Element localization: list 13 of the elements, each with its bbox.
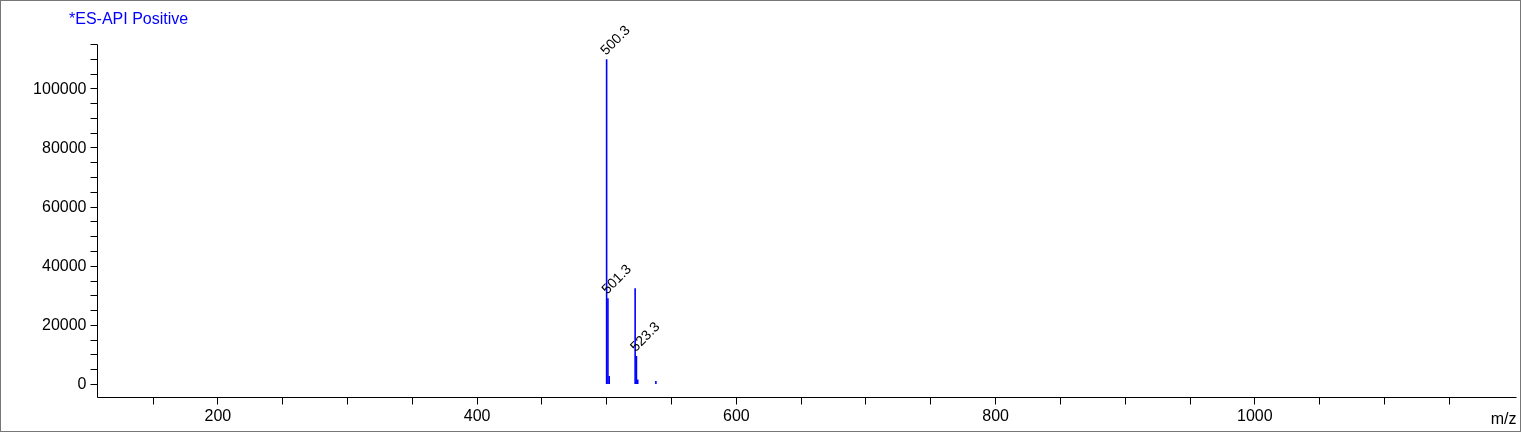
y-tick-label: 100000 xyxy=(33,79,87,97)
x-tick-label: 600 xyxy=(723,406,750,424)
y-tick-label: 20000 xyxy=(42,316,87,334)
x-tick-label: 800 xyxy=(982,406,1010,424)
y-tick-label: 40000 xyxy=(42,257,87,275)
x-axis-title: m/z xyxy=(1490,409,1517,427)
x-tick-label: 200 xyxy=(204,406,232,424)
y-tick-label: 60000 xyxy=(42,198,87,216)
x-tick-label: 400 xyxy=(463,406,491,424)
y-tick-label: 0 xyxy=(77,375,87,393)
x-tick-label: 1000 xyxy=(1237,406,1273,424)
y-tick-label: 80000 xyxy=(42,138,87,156)
chart-title: *ES-API Positive xyxy=(69,10,189,28)
